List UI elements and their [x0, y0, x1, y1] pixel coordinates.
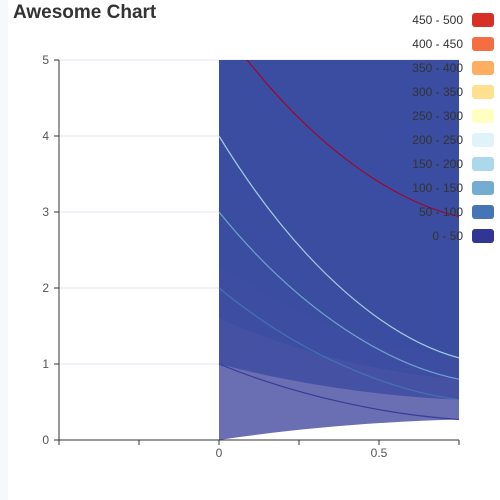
legend-item[interactable]: 50 - 100	[419, 205, 494, 219]
legend-label: 350 - 400	[412, 61, 463, 75]
legend-item[interactable]: 450 - 500	[412, 13, 494, 27]
contour-line	[218, 135, 459, 359]
legend-item[interactable]: 300 - 350	[412, 85, 494, 99]
y-tick-label: 3	[42, 205, 49, 219]
legend-swatch	[472, 61, 494, 75]
y-tick-label: 1	[42, 357, 49, 371]
legend-item[interactable]: 150 - 200	[412, 157, 494, 171]
legend-item[interactable]: 200 - 250	[412, 133, 494, 147]
legend-swatch	[472, 181, 494, 195]
legend-label: 200 - 250	[412, 133, 463, 147]
x-tick-label: 0.5	[371, 446, 388, 460]
legend-swatch	[472, 229, 494, 243]
contour-line	[246, 60, 459, 218]
legend-label: 100 - 150	[412, 181, 463, 195]
contour-bands	[219, 60, 459, 440]
legend-label: 0 - 50	[432, 229, 463, 243]
legend-swatch	[472, 205, 494, 219]
y-tick-label: 5	[42, 53, 49, 67]
contour-band	[219, 60, 459, 440]
legend-label: 250 - 300	[412, 109, 463, 123]
legend-label: 300 - 350	[412, 85, 463, 99]
x-tick-label: 0	[216, 446, 223, 460]
legend-swatch	[472, 109, 494, 123]
contour-lines	[218, 60, 459, 421]
contour-line	[218, 363, 459, 421]
legend-item[interactable]: 250 - 300	[412, 109, 494, 123]
y-tick-label: 2	[42, 281, 49, 295]
legend-item[interactable]: 0 - 50	[432, 229, 494, 243]
legend-label: 450 - 500	[412, 13, 463, 27]
legend-label: 400 - 450	[412, 37, 463, 51]
legend[interactable]: 450 - 500 400 - 450 350 - 400 300 - 350 250 …	[412, 13, 494, 243]
y-tick-label: 4	[42, 129, 49, 143]
legend-swatch	[472, 157, 494, 171]
legend-swatch	[472, 133, 494, 147]
chart-title: Awesome Chart	[13, 2, 157, 23]
y-tick-label: 0	[42, 433, 49, 447]
axes: 0 1 2 3 4 5 0 0.5	[42, 53, 460, 460]
legend-item[interactable]: 400 - 450	[412, 37, 494, 51]
legend-item[interactable]: 350 - 400	[412, 61, 494, 75]
legend-item[interactable]: 100 - 150	[412, 181, 494, 195]
contour-line	[218, 287, 459, 401]
legend-swatch	[472, 13, 494, 27]
legend-swatch	[472, 85, 494, 99]
legend-label: 150 - 200	[412, 157, 463, 171]
legend-swatch	[472, 37, 494, 51]
legend-label: 50 - 100	[419, 205, 463, 219]
contour-line	[218, 211, 459, 380]
